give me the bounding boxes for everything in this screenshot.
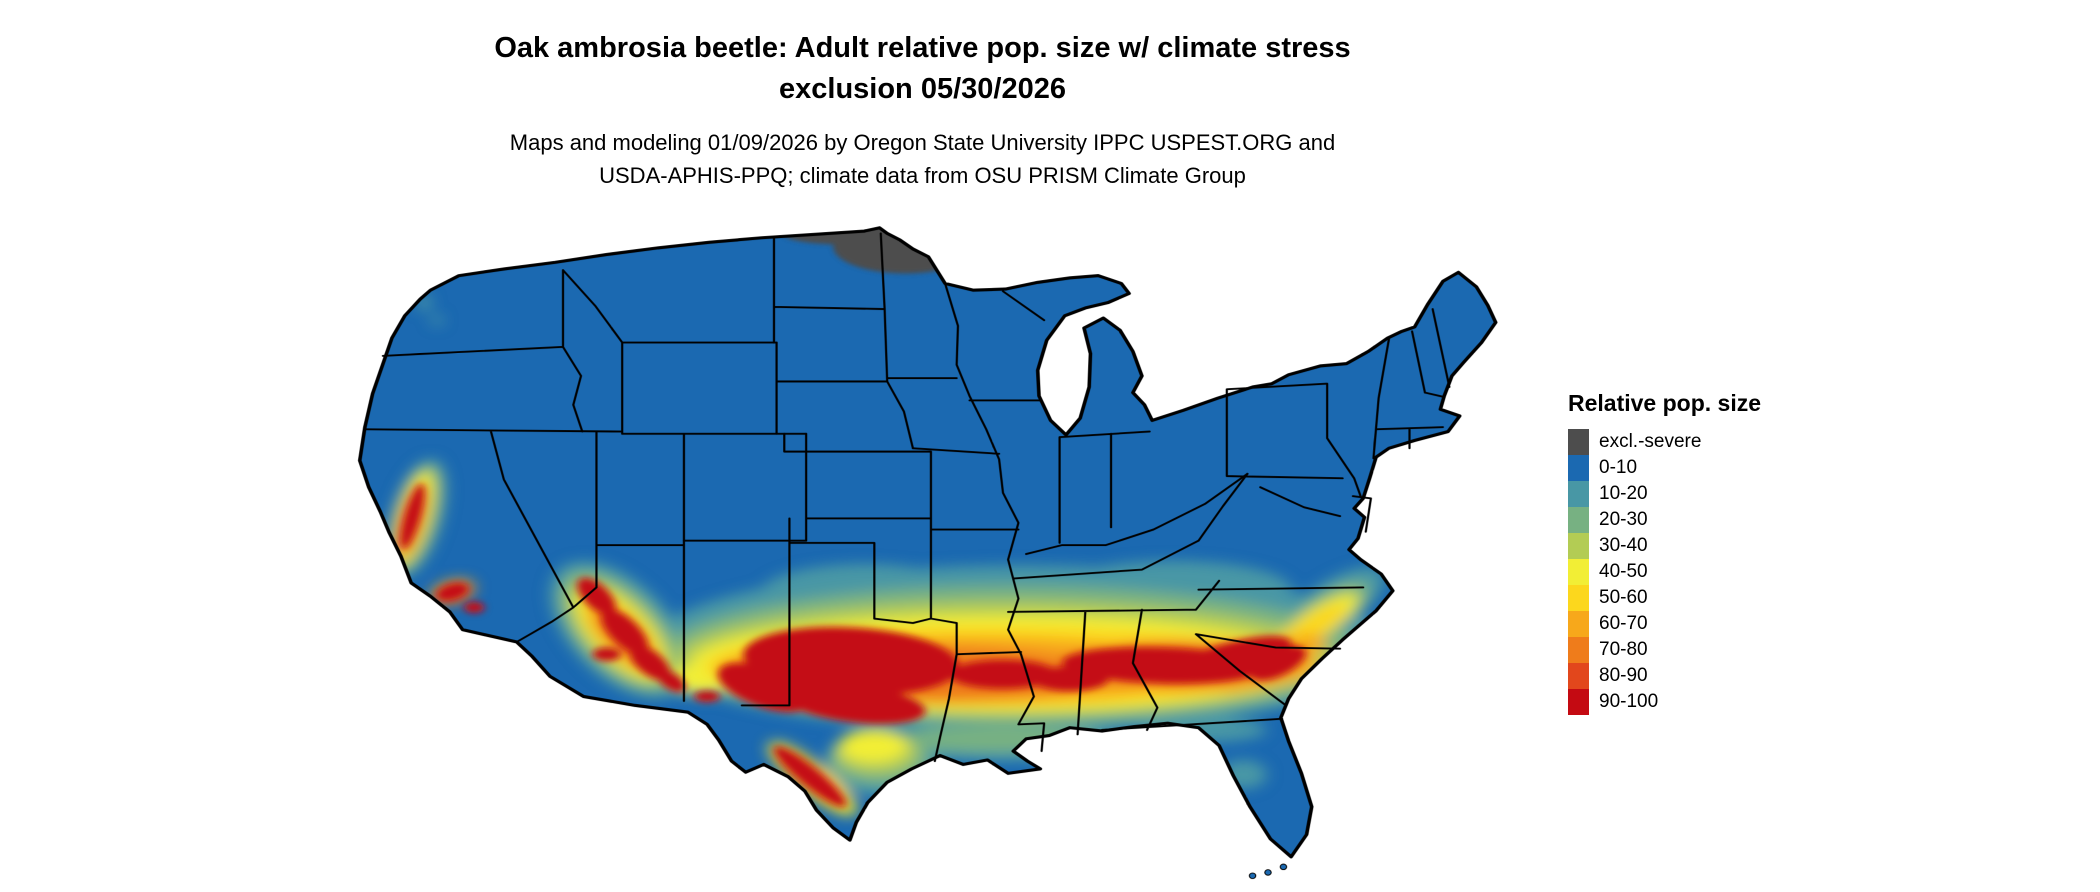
legend-title: Relative pop. size <box>1568 390 1762 416</box>
legend-item: 70-80 <box>1568 637 1761 663</box>
legend-label: excl.-severe <box>1599 431 1702 452</box>
legend-label: 30-40 <box>1599 535 1648 556</box>
map-title-line1: Oak ambrosia beetle: Adult relative pop.… <box>494 32 1351 64</box>
legend-label: 40-50 <box>1599 561 1648 582</box>
legend-swatch <box>1568 663 1589 689</box>
us-map-container <box>298 220 1533 888</box>
map-subtitle-line1: Maps and modeling 01/09/2026 by Oregon S… <box>509 130 1336 156</box>
legend-item: 20-30 <box>1568 507 1761 533</box>
map-subtitle: Maps and modeling 01/09/2026 by Oregon S… <box>0 126 1845 192</box>
legend-item: 60-70 <box>1568 611 1761 637</box>
us-map <box>357 226 1498 879</box>
legend-swatch <box>1568 455 1589 481</box>
legend-item: 90-100 <box>1568 689 1761 715</box>
legend-item: 50-60 <box>1568 585 1761 611</box>
legend-label: 50-60 <box>1599 587 1648 608</box>
legend-label: 0-10 <box>1599 457 1638 478</box>
legend-swatch <box>1568 507 1589 533</box>
base-population-layer <box>359 227 1496 857</box>
heat-core-layer <box>400 483 1306 807</box>
raster-layers <box>359 227 1496 857</box>
legend-swatch <box>1568 611 1589 637</box>
legend-swatch <box>1568 637 1589 663</box>
map-subtitle-line2: USDA-APHIS-PPQ; climate data from OSU PR… <box>599 163 1246 189</box>
legend-label: 60-70 <box>1599 613 1648 634</box>
legend-label: 70-80 <box>1599 639 1648 660</box>
florida-keys <box>1248 863 1288 879</box>
legend: Relative pop. size excl.-severe 0-10 10-20… <box>1568 390 1761 715</box>
legend-item: excl.-severe <box>1568 429 1761 455</box>
legend-item: 10-20 <box>1568 481 1761 507</box>
legend-label: 80-90 <box>1599 665 1648 686</box>
legend-label: 20-30 <box>1599 509 1648 530</box>
legend-swatch <box>1568 481 1589 507</box>
legend-items: excl.-severe 0-10 10-20 20-30 30-40 40-50 50-6… <box>1568 429 1761 715</box>
figure-header: Oak ambrosia beetle: Adult relative pop.… <box>0 28 1845 192</box>
legend-swatch <box>1568 585 1589 611</box>
us-outline <box>357 226 1498 859</box>
legend-swatch <box>1568 429 1589 455</box>
legend-item: 0-10 <box>1568 455 1761 481</box>
state-borders <box>363 232 1451 763</box>
legend-label: 90-100 <box>1599 691 1659 712</box>
legend-item: 80-90 <box>1568 663 1761 689</box>
legend-swatch <box>1568 533 1589 559</box>
legend-label: 10-20 <box>1599 483 1648 504</box>
map-title-line2: exclusion 05/30/2026 <box>779 73 1066 106</box>
legend-item: 30-40 <box>1568 533 1761 559</box>
legend-item: 40-50 <box>1568 559 1761 585</box>
legend-swatch <box>1568 559 1589 585</box>
legend-swatch <box>1568 689 1589 715</box>
